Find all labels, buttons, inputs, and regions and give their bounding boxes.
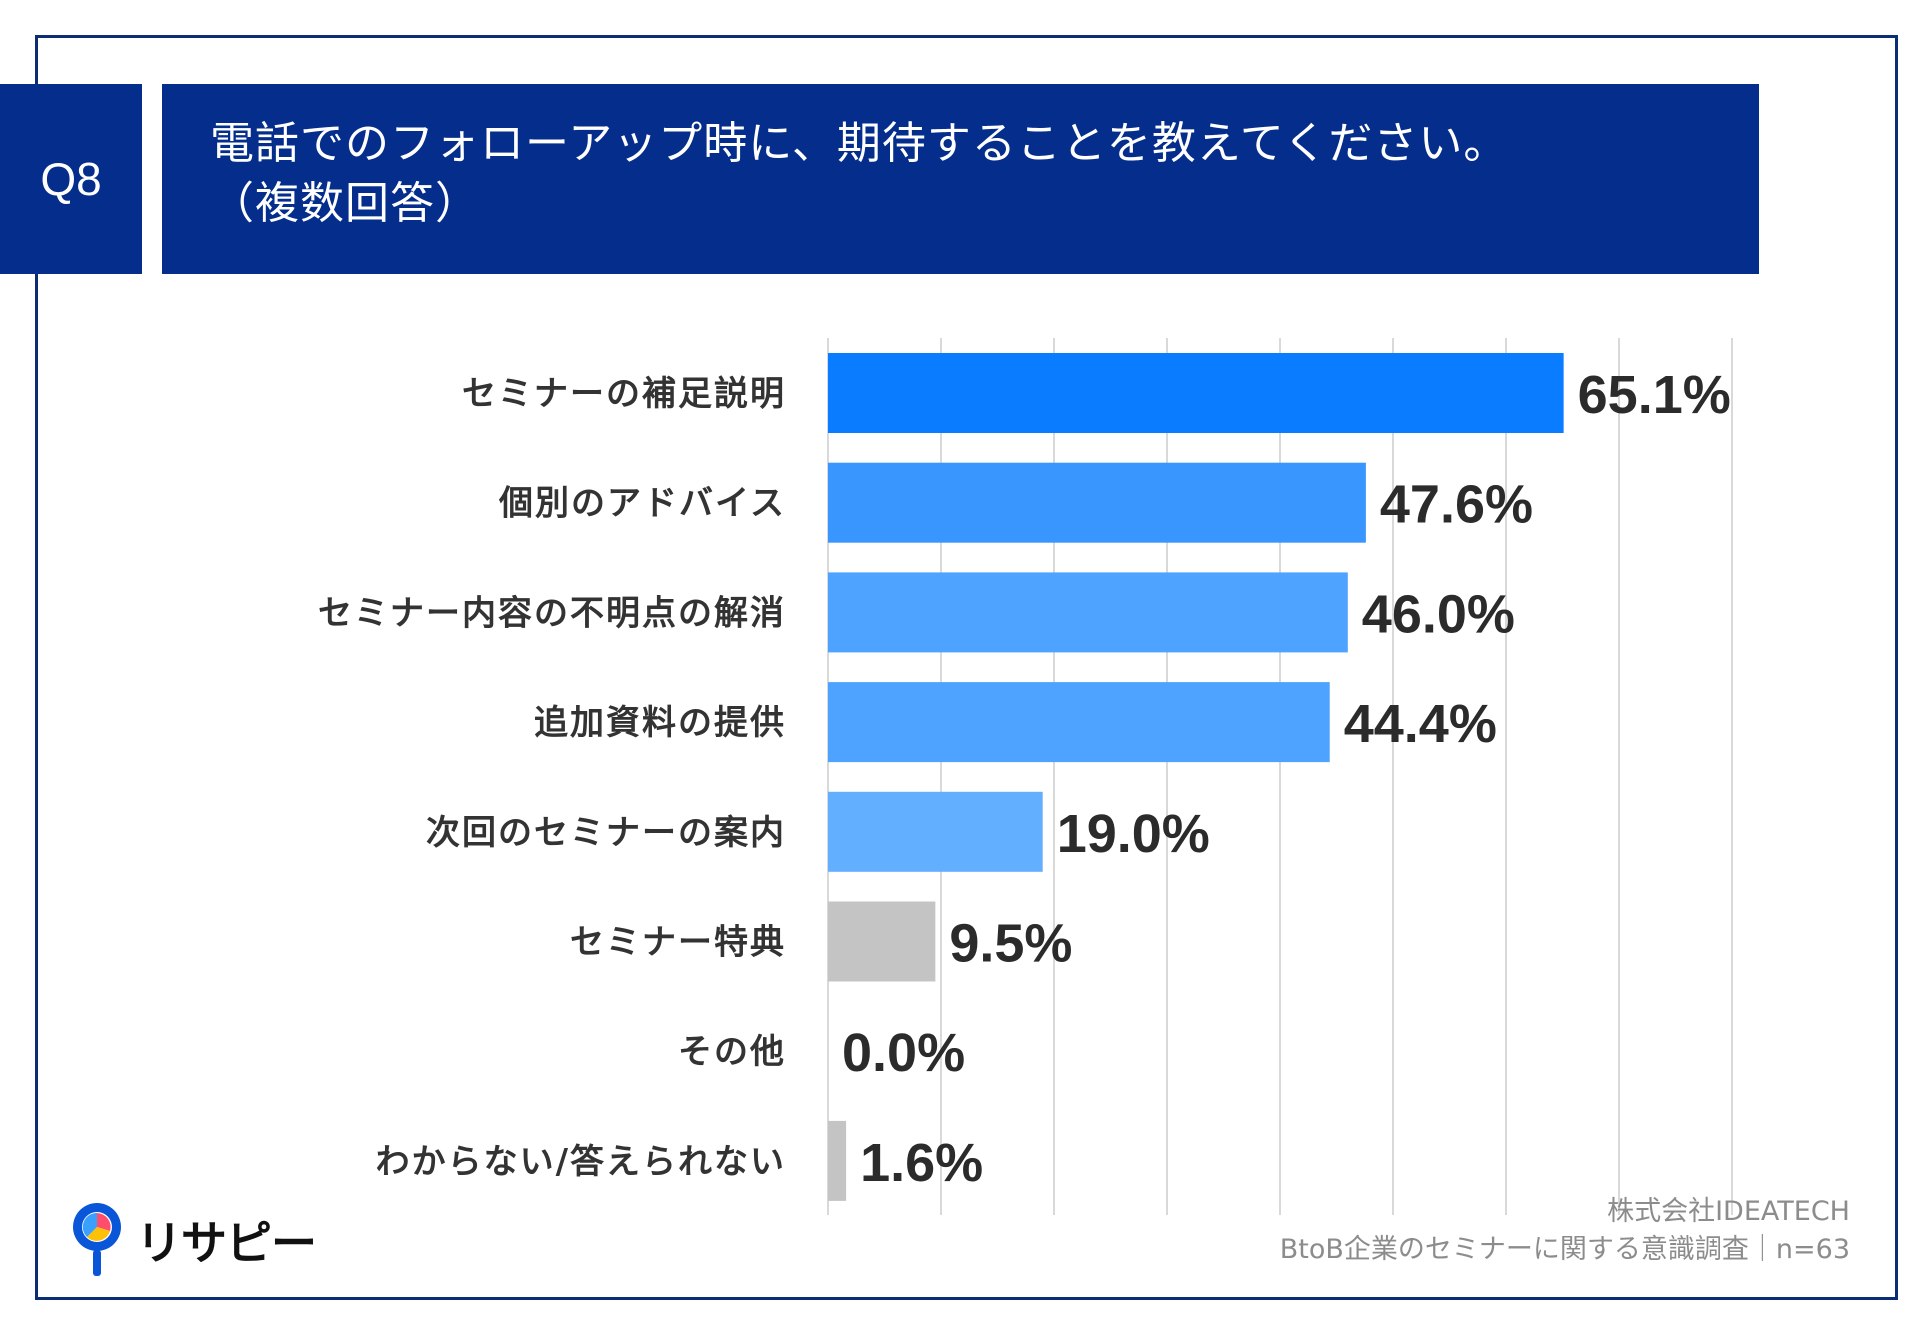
question-number: Q8 — [40, 153, 102, 205]
category-label: セミナーの補足説明 — [462, 374, 786, 414]
value-label: 19.0% — [1057, 804, 1210, 864]
value-label: 0.0% — [842, 1023, 965, 1083]
logo-text: リサピー — [136, 1216, 317, 1270]
survey-name: BtoB企業のセミナーに関する意識調査｜n=63 — [1279, 1234, 1850, 1265]
category-label: 次回のセミナーの案内 — [426, 813, 786, 853]
value-label: 65.1% — [1578, 365, 1731, 425]
category-label: その他 — [678, 1032, 786, 1072]
value-label: 47.6% — [1380, 475, 1533, 535]
chart-frame — [35, 35, 1898, 1300]
bar — [828, 1120, 847, 1201]
value-label: 1.6% — [860, 1133, 983, 1193]
value-label: 44.4% — [1344, 694, 1497, 754]
value-label: 9.5% — [949, 914, 1072, 974]
bars — [828, 353, 1564, 1201]
bar — [828, 572, 1348, 653]
value-labels: 65.1% 47.6% 46.0% 44.4% 19.0% 9.5% 0.0% 1.6% — [842, 365, 1731, 1193]
category-label: セミナー特典 — [570, 923, 786, 963]
bar — [828, 462, 1366, 543]
pin-logo-icon — [68, 1200, 126, 1280]
source-note: 株式会社IDEATECH BtoB企業のセミナーに関する意識調査｜n=63 — [1280, 1193, 1850, 1269]
category-labels: セミナーの補足説明個別のアドバイスセミナー内容の不明点の解消追加資料の提供次回の… — [318, 374, 786, 1182]
risapy-logo: リサピー — [68, 1200, 317, 1280]
bar — [828, 682, 1330, 763]
question-title-line1: 電話でのフォローアップ時に、期待することを教えてください。 — [210, 118, 1509, 169]
category-label: セミナー内容の不明点の解消 — [318, 593, 786, 633]
category-label: 追加資料の提供 — [534, 703, 786, 743]
category-label: 個別のアドバイス — [498, 484, 786, 524]
question-title-line2: （複数回答） — [210, 178, 480, 229]
bar — [828, 791, 1043, 872]
question-number-badge: Q8 — [0, 84, 142, 274]
value-label: 46.0% — [1362, 584, 1515, 644]
bar — [828, 901, 936, 982]
company-name: 株式会社IDEATECH — [1607, 1196, 1850, 1227]
question-title-banner: 電話でのフォローアップ時に、期待することを教えてください。 （複数回答） — [162, 84, 1759, 274]
category-label: わからない/答えられない — [376, 1142, 786, 1182]
bar — [828, 353, 1564, 433]
